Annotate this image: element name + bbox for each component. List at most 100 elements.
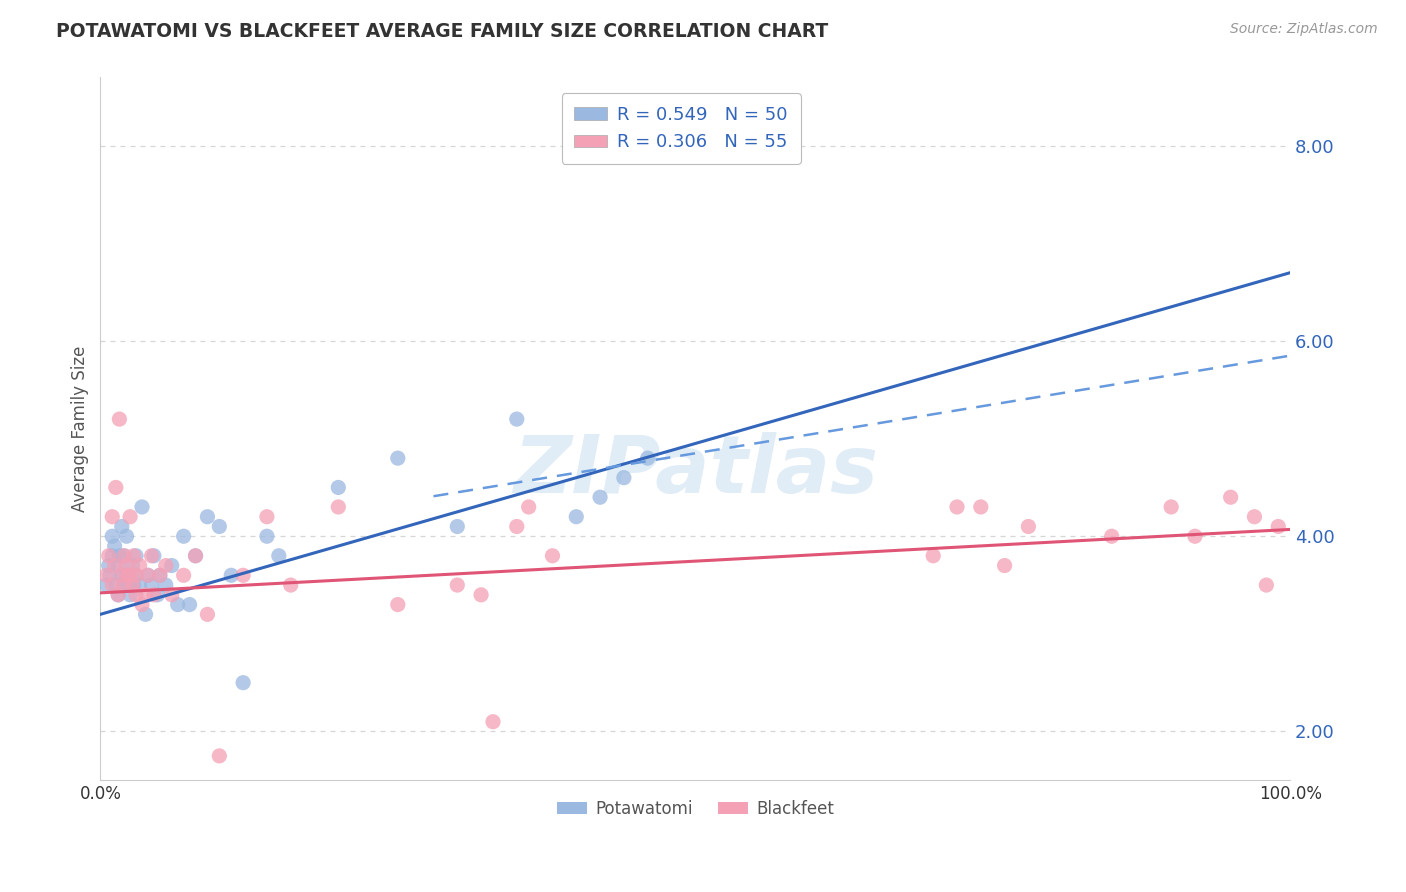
Point	[111, 519, 134, 533]
Point	[446, 578, 468, 592]
Point	[208, 519, 231, 533]
Point	[232, 568, 254, 582]
Point	[104, 480, 127, 494]
Point	[141, 578, 163, 592]
Point	[108, 412, 131, 426]
Point	[149, 568, 172, 582]
Point	[107, 558, 129, 573]
Point	[160, 558, 183, 573]
Point	[104, 558, 127, 573]
Point	[107, 588, 129, 602]
Point	[482, 714, 505, 729]
Point	[120, 509, 142, 524]
Point	[328, 480, 350, 494]
Point	[970, 500, 993, 514]
Point	[256, 529, 278, 543]
Text: POTAWATOMI VS BLACKFEET AVERAGE FAMILY SIZE CORRELATION CHART: POTAWATOMI VS BLACKFEET AVERAGE FAMILY S…	[56, 22, 828, 41]
Point	[112, 549, 135, 563]
Point	[1184, 529, 1206, 543]
Point	[280, 578, 302, 592]
Point	[125, 568, 148, 582]
Point	[101, 578, 124, 592]
Point	[1160, 500, 1182, 514]
Point	[232, 675, 254, 690]
Point	[97, 558, 120, 573]
Point	[125, 568, 148, 582]
Point	[146, 588, 169, 602]
Point	[1101, 529, 1123, 543]
Point	[112, 578, 135, 592]
Point	[115, 529, 138, 543]
Point	[387, 451, 409, 466]
Point	[208, 748, 231, 763]
Point	[96, 568, 118, 582]
Point	[131, 500, 153, 514]
Point	[128, 558, 150, 573]
Point	[107, 588, 129, 602]
Point	[135, 588, 157, 602]
Point	[256, 509, 278, 524]
Point	[637, 451, 659, 466]
Point	[141, 549, 163, 563]
Point	[184, 549, 207, 563]
Point	[1219, 490, 1241, 504]
Point	[166, 598, 188, 612]
Point	[122, 549, 145, 563]
Point	[115, 568, 138, 582]
Point	[121, 558, 143, 573]
Point	[446, 519, 468, 533]
Point	[125, 549, 148, 563]
Point	[108, 549, 131, 563]
Point	[115, 558, 138, 573]
Point	[96, 578, 118, 592]
Point	[184, 549, 207, 563]
Point	[994, 558, 1017, 573]
Point	[1017, 519, 1039, 533]
Point	[922, 549, 945, 563]
Point	[121, 578, 143, 592]
Point	[1256, 578, 1278, 592]
Point	[506, 412, 529, 426]
Point	[111, 568, 134, 582]
Point	[541, 549, 564, 563]
Point	[117, 568, 139, 582]
Point	[135, 607, 157, 622]
Point	[160, 588, 183, 602]
Point	[197, 607, 219, 622]
Point	[128, 578, 150, 592]
Text: ZIPatlas: ZIPatlas	[513, 432, 877, 510]
Point	[149, 568, 172, 582]
Point	[387, 598, 409, 612]
Point	[173, 529, 195, 543]
Point	[131, 598, 153, 612]
Point	[104, 578, 127, 592]
Point	[101, 509, 124, 524]
Point	[613, 471, 636, 485]
Point	[1267, 519, 1289, 533]
Point	[112, 549, 135, 563]
Point	[517, 500, 540, 514]
Y-axis label: Average Family Size: Average Family Size	[72, 346, 89, 512]
Point	[120, 568, 142, 582]
Text: Source: ZipAtlas.com: Source: ZipAtlas.com	[1230, 22, 1378, 37]
Point	[112, 578, 135, 592]
Point	[122, 578, 145, 592]
Point	[589, 490, 612, 504]
Point	[98, 568, 121, 582]
Point	[155, 578, 177, 592]
Point	[328, 500, 350, 514]
Point	[267, 549, 290, 563]
Point	[219, 568, 242, 582]
Point	[197, 509, 219, 524]
Point	[565, 509, 588, 524]
Point	[104, 539, 127, 553]
Point	[101, 549, 124, 563]
Point	[506, 519, 529, 533]
Point	[946, 500, 969, 514]
Point	[173, 568, 195, 582]
Point	[142, 588, 165, 602]
Point	[179, 598, 201, 612]
Point	[120, 588, 142, 602]
Point	[101, 529, 124, 543]
Point	[125, 588, 148, 602]
